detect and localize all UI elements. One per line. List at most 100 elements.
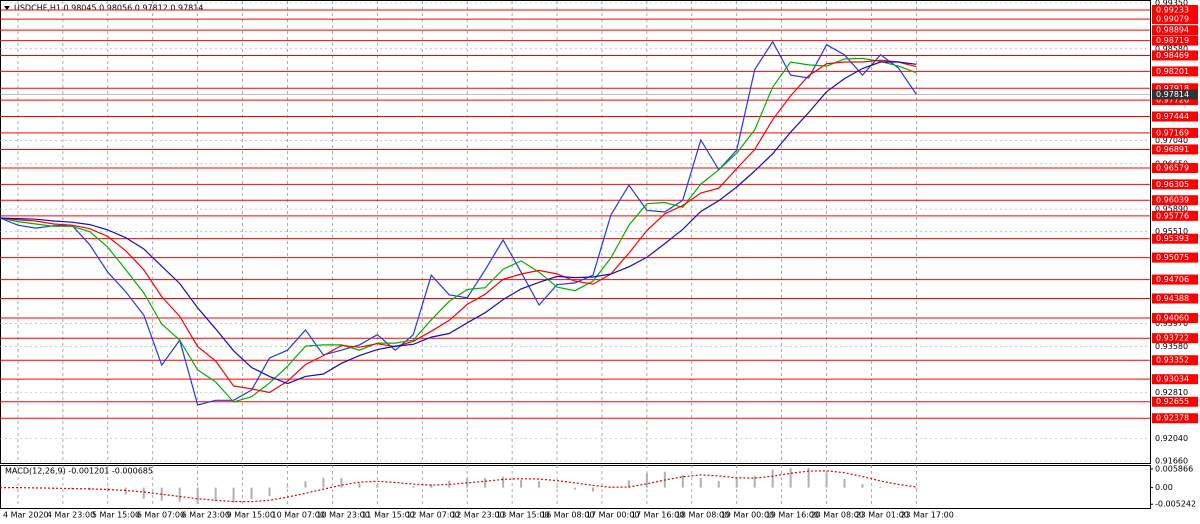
x-tick-label: 9 Mar 15:00 [227,511,275,520]
histogram-bar [520,479,523,488]
histogram-bar [430,484,433,488]
x-tick-label: 12 Mar 23:00 [451,511,504,520]
level-label-bg [1152,210,1198,221]
histogram-bar [250,487,253,500]
x-tick-label: 12 Mar 07:00 [406,511,459,520]
histogram-bar [915,487,918,489]
level-label: 0.95393 [1156,234,1189,243]
series-line [0,61,917,385]
level-label: 0.93722 [1156,334,1189,343]
level-label: 0.94388 [1156,294,1189,303]
y-tick-label: 0.97040 [1155,136,1188,145]
level-label-bg [1152,195,1198,206]
level-label-bg [1152,83,1198,94]
level-label: 0.92378 [1156,414,1189,423]
series-line [0,59,917,394]
level-label-bg [1152,313,1198,324]
x-tick-label: 20 Mar 08:00 [811,511,864,520]
y-tick-label: 0.93970 [1155,319,1188,328]
level-label: 0.96891 [1156,145,1189,154]
x-tick-label: 17 Mar 00:00 [586,511,639,520]
level-label: 0.94060 [1156,314,1189,323]
level-label: 0.99233 [1156,5,1189,14]
x-tick-label: 6 Mar 23:00 [182,511,230,520]
y-tick-label: -0.005242 [1155,500,1196,509]
histogram-bar [538,481,541,488]
y-tick-label: 0.95890 [1155,205,1188,214]
histogram-bar [807,467,810,488]
series-line [0,57,917,403]
x-tick-label: 18 Mar 08:00 [676,511,729,520]
level-label-bg [1152,4,1198,15]
x-tick-label: 23 Mar 17:00 [900,511,953,520]
level-label: 0.96305 [1156,180,1189,189]
level-label-bg [1152,333,1198,344]
histogram-bar [699,477,702,488]
chart-title: USDCHF,H1 0.98045 0.98056 0.97812 0.9781… [14,4,203,13]
x-tick-label: 11 Mar 15:00 [361,511,414,520]
histogram-bar [843,478,846,488]
level-label-bg [1152,144,1198,155]
title-arrow [4,6,10,10]
histogram-bar [196,487,199,505]
histogram-bar [70,487,73,490]
x-tick-label: 10 Mar 23:00 [316,511,369,520]
y-tick-label: 0.98580 [1155,44,1188,53]
level-label-bg [1152,179,1198,190]
histogram-bar [142,487,145,499]
x-tick-label: 5 Mar 15:00 [92,511,140,520]
level-label: 0.97918 [1156,84,1189,93]
x-tick-label: 17 Mar 16:00 [631,511,684,520]
x-tick-label: 13 Mar 15:00 [496,511,549,520]
histogram-bar [879,486,882,488]
histogram-bar [304,481,307,488]
histogram-bar [574,487,576,490]
level-label: 0.98894 [1156,26,1189,35]
level-label-bg [1152,35,1198,46]
x-tick-label: 4 Mar 2020 [3,511,49,520]
level-label: 0.97169 [1156,128,1189,137]
macd-title: MACD(12,26,9) -0.001201 -0.000685 [5,467,153,476]
level-label: 0.98469 [1156,51,1189,60]
level-label-bg [1152,233,1198,244]
histogram-bar [358,483,361,488]
y-tick-label: 0.91660 [1155,457,1188,466]
level-label-bg [1152,396,1198,407]
histogram-bar [502,476,505,488]
histogram-bar [268,487,271,497]
level-label: 0.95776 [1156,211,1189,220]
histogram-bar [178,487,181,502]
level-label: 0.97444 [1156,112,1189,121]
histogram-bar [789,468,792,488]
histogram-bar [735,477,738,488]
level-label: 0.98719 [1156,36,1189,45]
histogram-bar [771,469,774,488]
level-label-bg [1152,374,1198,385]
level-label-bg [1152,252,1198,263]
level-label-bg [1152,355,1198,366]
last-price-bg [1152,89,1198,100]
level-label: 0.98201 [1156,67,1189,76]
x-tick-label: 19 Mar 00:00 [721,511,774,520]
x-tick-label: 23 Mar 01:00 [855,511,908,520]
level-label-bg [1152,127,1198,138]
histogram-bar [591,487,594,492]
level-label-bg [1152,413,1198,424]
y-tick-label: 0.005866 [1155,465,1193,474]
y-tick-label: 0.93580 [1155,342,1188,351]
level-label: 0.94706 [1156,275,1189,284]
level-label: 0.92655 [1156,397,1189,406]
histogram-bar [484,477,487,488]
histogram-bar [556,486,559,488]
level-label-bg [1152,293,1198,304]
histogram-bar [825,472,828,488]
x-tick-label: 19 Mar 16:00 [766,511,819,520]
histogram-bar [412,486,415,488]
histogram-bar [214,487,217,502]
level-label: 0.99079 [1156,15,1189,24]
y-tick-label: 0.00 [1155,483,1173,492]
y-tick-label: 0.95510 [1155,227,1188,236]
y-tick-label: 0.92810 [1155,388,1188,397]
